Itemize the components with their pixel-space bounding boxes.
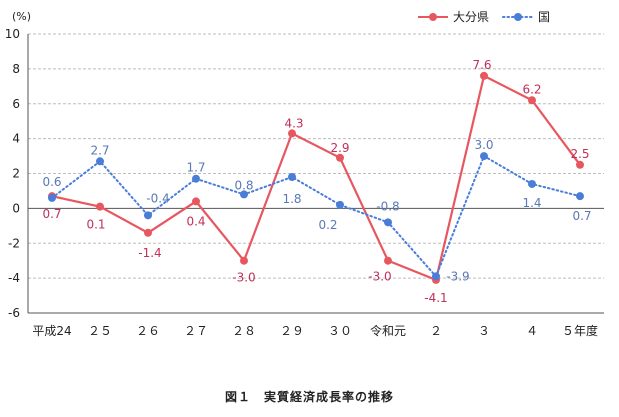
data-point — [528, 96, 536, 105]
y-tick-label: 0 — [12, 201, 20, 215]
x-tick-label: ２５ — [88, 324, 112, 338]
data-label: -3.0 — [232, 271, 255, 285]
y-unit-label: (%) — [12, 10, 31, 23]
data-point — [240, 190, 248, 199]
data-point — [528, 179, 536, 188]
data-label: 0.6 — [42, 175, 61, 189]
data-point — [432, 272, 440, 281]
data-label: 0.7 — [572, 209, 591, 223]
data-label: 1.8 — [282, 192, 301, 206]
x-tick-label: 令和元 — [370, 323, 406, 338]
data-point — [96, 202, 104, 211]
data-point — [384, 218, 392, 227]
data-label: -0.4 — [146, 191, 169, 205]
data-point — [48, 193, 56, 202]
data-label: -4.1 — [424, 291, 447, 305]
x-tick-labels: 平成24 ２５ ２６ ２７ ２８ ２９ ３０ 令和元 ２ ３ ４ ５年度 — [32, 323, 598, 338]
legend-swatch-marker — [514, 13, 522, 21]
x-tick-label: 平成24 — [32, 324, 71, 338]
data-point — [288, 129, 296, 138]
y-tick-label: 4 — [12, 132, 20, 146]
data-label: 0.4 — [186, 214, 205, 228]
data-point — [336, 200, 344, 209]
data-label: 1.7 — [186, 161, 205, 175]
data-point — [240, 256, 248, 265]
series-layer — [48, 71, 584, 284]
axes — [27, 34, 604, 314]
data-label: 2.7 — [90, 143, 109, 157]
x-tick-label: ２８ — [232, 324, 256, 338]
data-label: -1.4 — [138, 246, 161, 260]
x-tick-label: ３０ — [328, 324, 352, 338]
x-tick-label: ２６ — [136, 324, 160, 338]
data-label: 2.9 — [330, 141, 349, 155]
data-label: 7.6 — [472, 58, 491, 72]
data-label: -3.0 — [368, 270, 391, 284]
data-label: 0.8 — [234, 178, 253, 192]
data-label: 0.7 — [42, 207, 61, 221]
data-label: 0.1 — [86, 218, 105, 232]
data-label: 0.2 — [318, 218, 337, 232]
data-point — [576, 192, 584, 201]
data-point — [480, 71, 488, 80]
data-label: 6.2 — [522, 82, 541, 96]
x-tick-label: ４ — [526, 324, 538, 338]
data-label: -3.9 — [446, 269, 469, 283]
data-point — [96, 157, 104, 166]
data-point — [192, 197, 200, 206]
data-label: 3.0 — [474, 138, 493, 152]
y-tick-label: -2 — [8, 236, 20, 250]
data-label: 1.4 — [522, 196, 541, 210]
y-tick-label: 10 — [5, 27, 20, 41]
series-line-1 — [51, 154, 581, 279]
data-point — [384, 256, 392, 265]
y-tick-label: 6 — [12, 97, 20, 111]
x-tick-label: ２９ — [280, 324, 304, 338]
legend: 大分県 国 — [418, 10, 550, 24]
data-point — [144, 211, 152, 220]
data-label: 4.3 — [284, 116, 303, 130]
y-tick-label: -4 — [8, 271, 20, 285]
data-point — [192, 174, 200, 183]
y-tick-label: 8 — [12, 62, 20, 76]
data-label: -0.8 — [376, 199, 399, 213]
figure-caption: 図１ 実質経済成長率の推移 — [224, 390, 394, 404]
data-label: 2.5 — [570, 147, 589, 161]
data-point — [576, 160, 584, 169]
legend-label: 国 — [538, 10, 550, 24]
data-point — [480, 152, 488, 161]
series-line-0 — [51, 74, 581, 282]
data-labels: 0.7 0.1 -1.4 0.4 -3.0 4.3 2.9 -3.0 -4.1 7.6 6.2 2.5… — [42, 58, 591, 305]
y-tick-label: -6 — [8, 306, 20, 320]
x-tick-label: ２７ — [184, 324, 208, 338]
legend-swatch-marker — [429, 13, 437, 21]
data-point — [144, 228, 152, 237]
x-tick-label: ２ — [430, 324, 442, 338]
y-tick-labels: -6 -4 -2 0 2 4 6 8 10 — [5, 27, 20, 320]
data-point — [336, 153, 344, 162]
data-point — [288, 172, 296, 181]
grid-lines — [28, 33, 604, 279]
x-tick-label: ３ — [478, 324, 490, 338]
legend-label: 大分県 — [453, 10, 489, 24]
y-tick-label: 2 — [12, 167, 20, 181]
x-tick-label: ５年度 — [562, 323, 598, 338]
